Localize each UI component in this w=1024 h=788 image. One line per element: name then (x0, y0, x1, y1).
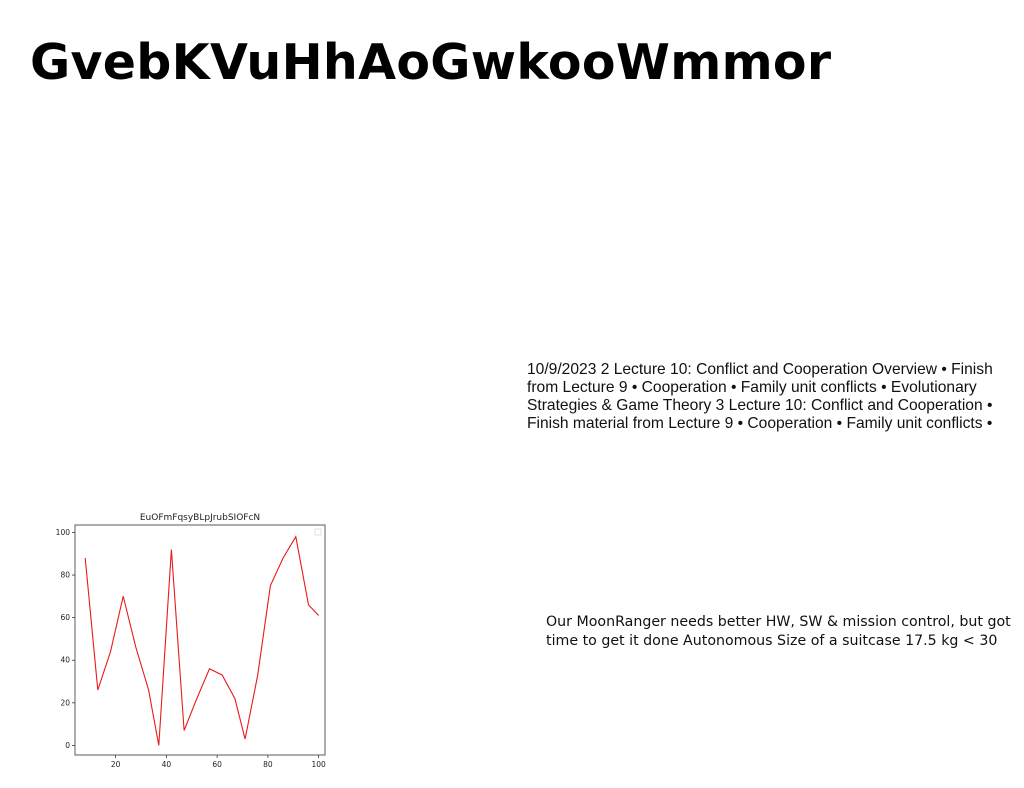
lecture-overview-text: 10/9/2023 2 Lecture 10: Conflict and Coo… (527, 361, 993, 432)
series-line (84, 535, 320, 746)
y-axis: 0 20 40 60 80 100 (56, 528, 75, 750)
y-tick-label: 20 (60, 698, 70, 707)
line-chart: EuOFmFqsyBLpJrubSIOFcN 0 20 40 60 80 100 20 40… (56, 513, 326, 769)
y-tick-label: 0 (65, 741, 70, 750)
x-tick-label: 40 (162, 760, 172, 769)
x-tick-label: 20 (111, 760, 121, 769)
x-tick-label: 80 (263, 760, 273, 769)
chart-title: EuOFmFqsyBLpJrubSIOFcN (140, 513, 260, 523)
x-tick-label: 100 (311, 760, 326, 769)
y-tick-label: 40 (60, 656, 70, 665)
series-layer (84, 535, 320, 746)
legend-box (314, 528, 322, 536)
slide-title: GvebKVuHhAoGwkooWmmor (30, 34, 832, 91)
x-axis: 20 40 60 80 100 (111, 755, 326, 769)
moonranger-text: Our MoonRanger needs better HW, SW & mis… (546, 614, 1011, 649)
y-tick-label: 60 (60, 613, 70, 622)
y-tick-label: 100 (56, 528, 71, 537)
x-tick-label: 60 (212, 760, 222, 769)
y-tick-label: 80 (60, 571, 70, 580)
plot-frame (74, 524, 326, 756)
